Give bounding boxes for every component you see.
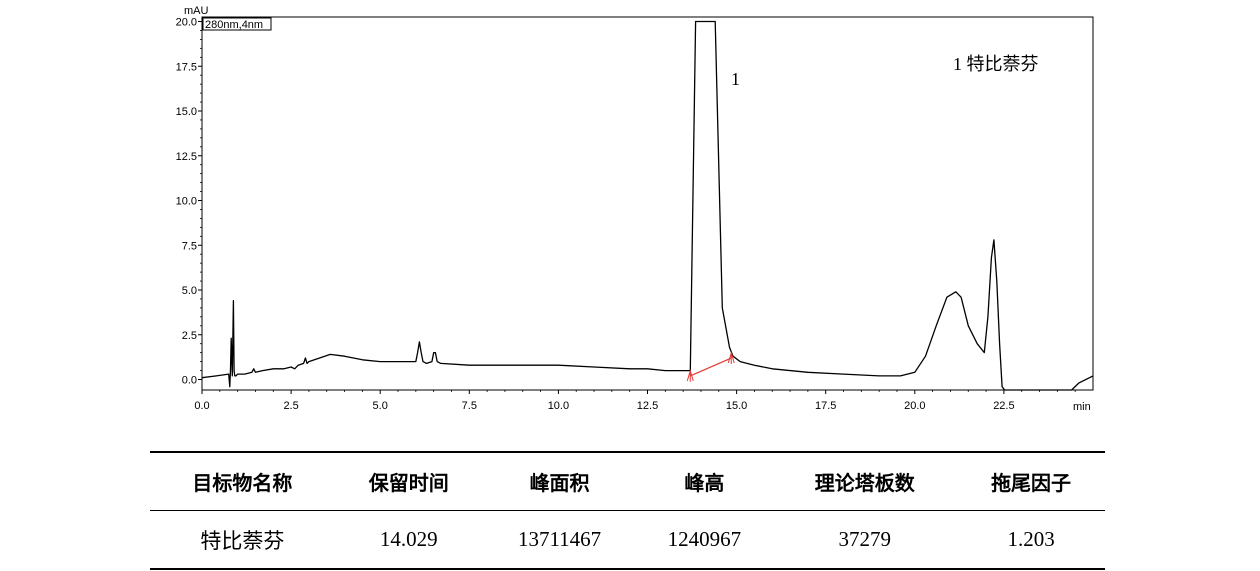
y-unit-label: mAU [184, 5, 209, 17]
header-analyte-name: 目标物名称 [192, 471, 293, 495]
header-tailing-factor: 拖尾因子 [991, 471, 1072, 495]
results-table: 目标物名称 保留时间 峰面积 峰高 理论塔板数 拖尾因子 特比萘芬 14.029… [150, 451, 1105, 570]
header-retention-time: 保留时间 [368, 471, 449, 495]
y-tick-label: 17.5 [176, 61, 197, 73]
cell-peak-area: 13711467 [517, 527, 602, 551]
table-header-row: 目标物名称 保留时间 峰面积 峰高 理论塔板数 拖尾因子 [150, 452, 1105, 511]
x-tick-label: 22.5 [993, 400, 1014, 412]
plot-frame [201, 16, 1094, 391]
header-peak-area: 峰面积 [529, 471, 590, 495]
header-theoretical-plates: 理论塔板数 [814, 471, 915, 495]
cell-peak-height: 1240967 [667, 527, 742, 551]
y-tick-label: 0.0 [182, 375, 197, 387]
header-peak-height: 峰高 [684, 471, 725, 495]
x-axis: 0.0 2.5 5.0 7.5 10.0 12.5 15.0 17.5 20.0 22.5 [194, 390, 1076, 412]
cell-tailing-factor: 1.203 [1007, 527, 1055, 551]
cell-retention-time: 14.029 [379, 527, 438, 551]
x-tick-label: 7.5 [462, 400, 477, 412]
x-tick-label: 15.0 [726, 400, 747, 412]
y-tick-label: 20.0 [176, 17, 197, 29]
x-tick-label: 20.0 [904, 400, 925, 412]
peak-start-marker [686, 369, 694, 382]
x-tick-label: 17.5 [815, 400, 836, 412]
y-tick-label: 2.5 [182, 330, 197, 342]
detector-label-box: 280nm,4nm [202, 17, 272, 31]
chromatogram-chart: mAU 0.02.55.07.510.012.515.017.520.0 0.0… [176, 5, 1094, 413]
x-unit-label: min [1073, 401, 1091, 413]
legend-text: 1 特比萘芬 [953, 54, 1039, 74]
peak-end-marker [727, 351, 735, 365]
y-tick-label: 12.5 [176, 151, 197, 163]
integration-baseline [690, 357, 732, 377]
cell-analyte-name: 特比萘芬 [200, 528, 285, 553]
y-axis: 0.0 2.5 5.0 7.5 10.0 12.5 15.0 17.5 20.0 [176, 17, 202, 387]
x-tick-label: 5.0 [373, 400, 388, 412]
x-tick-label: 12.5 [637, 400, 658, 412]
cell-theoretical-plates: 37279 [838, 527, 891, 551]
y-tick-label: 10.0 [176, 196, 197, 208]
y-tick-label: 7.5 [182, 240, 197, 252]
x-tick-label: 0.0 [194, 400, 209, 412]
detector-label: 280nm,4nm [205, 19, 263, 31]
chromatogram-trace [201, 20, 1094, 391]
peak-label: 1 [731, 69, 740, 89]
x-tick-label: 2.5 [283, 400, 298, 412]
y-tick-label: 15.0 [176, 106, 197, 118]
series-layer [201, 20, 1094, 391]
x-tick-label: 10.0 [548, 400, 569, 412]
y-tick-label: 5.0 [182, 285, 197, 297]
table-row: 特比萘芬 14.029 13711467 1240967 37279 1.203 [150, 511, 1105, 569]
